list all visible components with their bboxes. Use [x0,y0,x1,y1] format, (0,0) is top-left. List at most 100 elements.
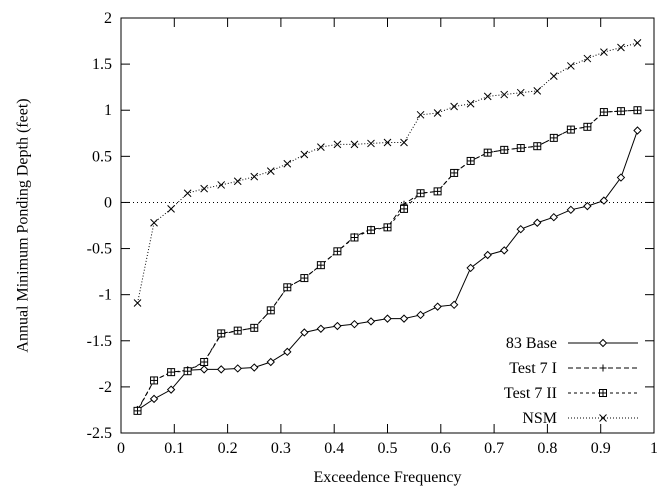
data-point [466,99,475,108]
legend-entry: 83 Base [506,335,638,352]
data-point [233,177,242,186]
x-axis-label: Exceedence Frequency [314,469,462,486]
data-point [566,125,575,134]
series-83-base [133,126,642,415]
data-point [583,122,592,131]
legend-entry: Test 7 II [504,385,638,402]
data-point [399,314,409,323]
data-point [450,102,458,111]
legend-label: Test 7 II [504,385,557,402]
data-point [167,205,175,213]
data-point [617,43,625,52]
data-point [483,92,492,101]
data-point [599,364,607,372]
series-line [137,109,638,411]
series-line [137,109,638,412]
data-point [416,189,425,198]
x-tick-label: 0.1 [164,440,184,457]
x-tick-label: 0.8 [537,440,557,457]
data-point [266,167,275,175]
x-tick-label: 1 [650,440,657,457]
data-point [317,143,325,151]
y-axis-label: Annual Minimum Ponding Depth (feet) [15,98,32,352]
data-point [283,283,292,292]
data-point [483,148,492,157]
data-point [350,140,359,149]
data-point [599,389,607,397]
data-point [483,250,492,260]
data-point [633,106,642,115]
data-point [217,181,226,189]
x-tick-label: 0 [117,440,125,457]
series-line [137,42,638,304]
data-point [516,224,525,234]
data-point [533,218,542,227]
data-point [250,363,259,372]
data-point [416,310,425,320]
data-point [300,328,309,337]
data-point [450,168,459,177]
data-point [166,385,176,394]
data-point [383,138,392,147]
legend: 83 Base Test 7 I Test 7 II NSM [504,335,638,427]
data-point [598,338,608,348]
data-point [616,173,626,182]
data-point [549,133,558,142]
data-point [133,406,142,415]
y-tick-label: 2 [104,10,112,27]
data-point [516,144,525,153]
data-point [599,414,607,422]
legend-label: 83 Base [506,335,557,352]
x-tick-label: 0.6 [431,440,451,457]
x-tick-label: 0.7 [484,440,504,457]
data-point [316,324,326,333]
data-point [383,314,392,323]
data-point [150,218,158,227]
x-tick-label: 0.9 [591,440,611,457]
data-point [300,150,309,159]
data-point [233,364,242,373]
data-point [599,196,609,205]
data-point [583,201,592,211]
data-point [383,223,392,232]
data-point [533,87,542,95]
data-point [416,110,425,119]
data-point [366,226,375,235]
data-point [250,323,259,332]
data-point [600,48,608,56]
data-point [533,142,542,151]
x-tick-label: 0.2 [218,440,238,457]
data-point [433,302,442,311]
legend-label: NSM [522,410,557,427]
data-point [366,317,376,326]
data-point [149,394,159,404]
data-point [549,212,559,222]
data-point [200,184,209,193]
data-point [283,159,292,168]
data-point [466,263,475,273]
data-point [316,261,325,270]
data-point [150,376,159,385]
data-point [616,107,625,116]
data-point [283,347,292,357]
legend-entry: NSM [522,410,638,427]
data-point [183,367,192,376]
data-point [367,139,375,148]
data-point [400,204,409,213]
y-tick-label: -1.5 [87,333,112,350]
y-tick-label: -0.5 [87,241,112,258]
data-point [266,357,275,367]
data-point [333,140,342,149]
data-point [300,274,309,283]
series-group [133,39,642,415]
data-point [216,365,226,374]
x-tick-label: 0.3 [271,440,291,457]
y-tick-label: 1.5 [92,56,112,73]
data-point [500,145,509,154]
series-test-7-i [134,106,641,414]
data-point [549,72,558,80]
data-point [333,321,342,331]
data-point [333,247,342,256]
x-tick-label: 0.5 [378,440,398,457]
